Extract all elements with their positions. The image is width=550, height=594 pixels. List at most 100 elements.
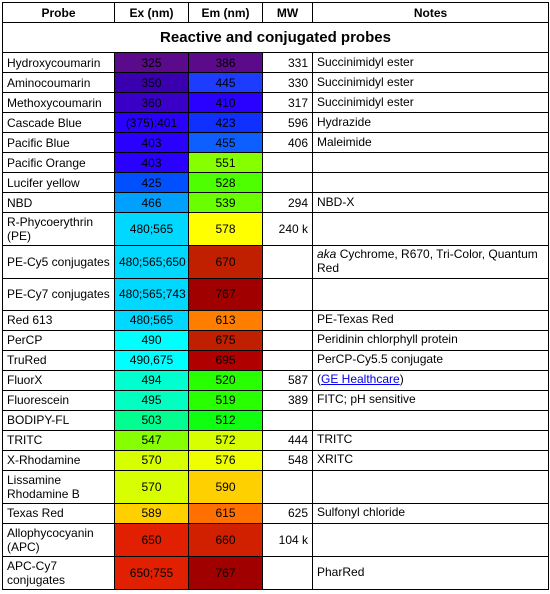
- em-cell: 445: [189, 73, 263, 93]
- table-row: Pacific Blue403455406Maleimide: [3, 133, 549, 153]
- em-cell: 386: [189, 53, 263, 73]
- section-row: Reactive and conjugated probes: [3, 23, 549, 53]
- mw-cell: [263, 278, 313, 310]
- ex-cell: 480;565;743: [115, 278, 189, 310]
- em-cell: 767: [189, 278, 263, 310]
- mw-cell: [263, 330, 313, 350]
- mw-cell: 444: [263, 430, 313, 450]
- table-row: APC-Cy7 conjugates650;755767PharRed: [3, 556, 549, 589]
- notes-cell: [313, 213, 549, 246]
- mw-cell: 587: [263, 370, 313, 390]
- probe-cell: PE-Cy5 conjugates: [3, 246, 115, 279]
- mw-cell: 240 k: [263, 213, 313, 246]
- col-notes: Notes: [313, 3, 549, 23]
- ex-cell: 480;565: [115, 310, 189, 330]
- probe-cell: PE-Cy7 conjugates: [3, 278, 115, 310]
- ex-cell: 403: [115, 153, 189, 173]
- ex-cell: 547: [115, 430, 189, 450]
- notes-cell: Sulfonyl chloride: [313, 503, 549, 523]
- table-row: Texas Red589615625Sulfonyl chloride: [3, 503, 549, 523]
- em-cell: 423: [189, 113, 263, 133]
- probe-cell: FluorX: [3, 370, 115, 390]
- em-cell: 520: [189, 370, 263, 390]
- em-cell: 675: [189, 330, 263, 350]
- probe-cell: Methoxycoumarin: [3, 93, 115, 113]
- probe-cell: Texas Red: [3, 503, 115, 523]
- table-row: X-Rhodamine570576548XRITC: [3, 450, 549, 470]
- probe-cell: TRITC: [3, 430, 115, 450]
- notes-cell: Hydrazide: [313, 113, 549, 133]
- mw-cell: 389: [263, 390, 313, 410]
- table-row: PE-Cy5 conjugates480;565;650670aka Cychr…: [3, 246, 549, 279]
- mw-cell: 317: [263, 93, 313, 113]
- em-cell: 572: [189, 430, 263, 450]
- notes-link[interactable]: GE Healthcare: [321, 372, 400, 386]
- notes-cell: Succinimidyl ester: [313, 73, 549, 93]
- probe-cell: Hydroxycoumarin: [3, 53, 115, 73]
- notes-cell: Succinimidyl ester: [313, 53, 549, 73]
- table-row: Red 613480;565613 PE-Texas Red: [3, 310, 549, 330]
- notes-cell: PharRed: [313, 556, 549, 589]
- em-cell: 695: [189, 350, 263, 370]
- notes-cell: NBD-X: [313, 193, 549, 213]
- em-cell: 670: [189, 246, 263, 279]
- table-row: Lucifer yellow425528: [3, 173, 549, 193]
- ex-cell: 495: [115, 390, 189, 410]
- probe-cell: Cascade Blue: [3, 113, 115, 133]
- probe-cell: APC-Cy7 conjugates: [3, 556, 115, 589]
- table-row: R-Phycoerythrin (PE)480;565578240 k: [3, 213, 549, 246]
- em-cell: 410: [189, 93, 263, 113]
- table-body: Hydroxycoumarin325386331Succinimidyl est…: [3, 53, 549, 590]
- em-cell: 512: [189, 410, 263, 430]
- col-probe: Probe: [3, 3, 115, 23]
- notes-cell: aka Cychrome, R670, Tri-Color, Quantum R…: [313, 246, 549, 279]
- ex-cell: 650: [115, 523, 189, 556]
- probe-cell: Lucifer yellow: [3, 173, 115, 193]
- probe-cell: Pacific Blue: [3, 133, 115, 153]
- mw-cell: [263, 556, 313, 589]
- probe-cell: Fluorescein: [3, 390, 115, 410]
- table-row: Hydroxycoumarin325386331Succinimidyl est…: [3, 53, 549, 73]
- em-cell: 615: [189, 503, 263, 523]
- header-row: Probe Ex (nm) Em (nm) MW Notes: [3, 3, 549, 23]
- em-cell: 767: [189, 556, 263, 589]
- mw-cell: [263, 350, 313, 370]
- em-cell: 528: [189, 173, 263, 193]
- table-row: TRITC547572444TRITC: [3, 430, 549, 450]
- ex-cell: 570: [115, 470, 189, 503]
- probe-cell: X-Rhodamine: [3, 450, 115, 470]
- mw-cell: 331: [263, 53, 313, 73]
- notes-cell: [313, 410, 549, 430]
- em-cell: 578: [189, 213, 263, 246]
- probe-cell: PerCP: [3, 330, 115, 350]
- probe-cell: Pacific Orange: [3, 153, 115, 173]
- mw-cell: 294: [263, 193, 313, 213]
- ex-cell: 589: [115, 503, 189, 523]
- table-row: PerCP490675Peridinin chlorphyll protein: [3, 330, 549, 350]
- mw-cell: 104 k: [263, 523, 313, 556]
- table-row: Cascade Blue(375);401423596Hydrazide: [3, 113, 549, 133]
- em-cell: 455: [189, 133, 263, 153]
- fluorophore-table: Probe Ex (nm) Em (nm) MW Notes Reactive …: [2, 2, 549, 590]
- notes-cell: XRITC: [313, 450, 549, 470]
- table-row: Methoxycoumarin360410317Succinimidyl est…: [3, 93, 549, 113]
- em-cell: 576: [189, 450, 263, 470]
- probe-cell: TruRed: [3, 350, 115, 370]
- notes-cell: Succinimidyl ester: [313, 93, 549, 113]
- ex-cell: 490: [115, 330, 189, 350]
- table-row: Pacific Orange403551: [3, 153, 549, 173]
- ex-cell: 480;565: [115, 213, 189, 246]
- ex-cell: 403: [115, 133, 189, 153]
- table-row: FluorX494520587(GE Healthcare): [3, 370, 549, 390]
- em-cell: 613: [189, 310, 263, 330]
- notes-cell: Maleimide: [313, 133, 549, 153]
- col-ex: Ex (nm): [115, 3, 189, 23]
- table-row: BODIPY-FL503512: [3, 410, 549, 430]
- ex-cell: 325: [115, 53, 189, 73]
- section-title: Reactive and conjugated probes: [3, 23, 549, 53]
- probe-cell: Red 613: [3, 310, 115, 330]
- probe-cell: R-Phycoerythrin (PE): [3, 213, 115, 246]
- table-row: Fluorescein495519389FITC; pH sensitive: [3, 390, 549, 410]
- notes-cell: PE-Texas Red: [313, 310, 549, 330]
- ex-cell: 360: [115, 93, 189, 113]
